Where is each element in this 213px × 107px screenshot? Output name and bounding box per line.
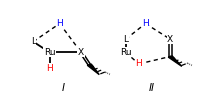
Polygon shape	[168, 56, 182, 66]
Text: L: L	[123, 35, 128, 44]
Text: H: H	[142, 19, 149, 28]
Text: H: H	[135, 59, 142, 68]
Text: H: H	[56, 19, 63, 28]
Text: II: II	[149, 83, 155, 93]
Text: X: X	[78, 48, 84, 57]
Text: Ru: Ru	[44, 48, 56, 57]
Text: X: X	[167, 35, 173, 44]
Text: L: L	[31, 37, 36, 46]
Text: H: H	[46, 64, 53, 73]
Text: '''': ''''	[102, 70, 111, 78]
Text: Ru: Ru	[120, 48, 131, 57]
Text: '''': ''''	[184, 62, 193, 70]
Text: I: I	[61, 83, 65, 93]
Polygon shape	[87, 64, 99, 75]
